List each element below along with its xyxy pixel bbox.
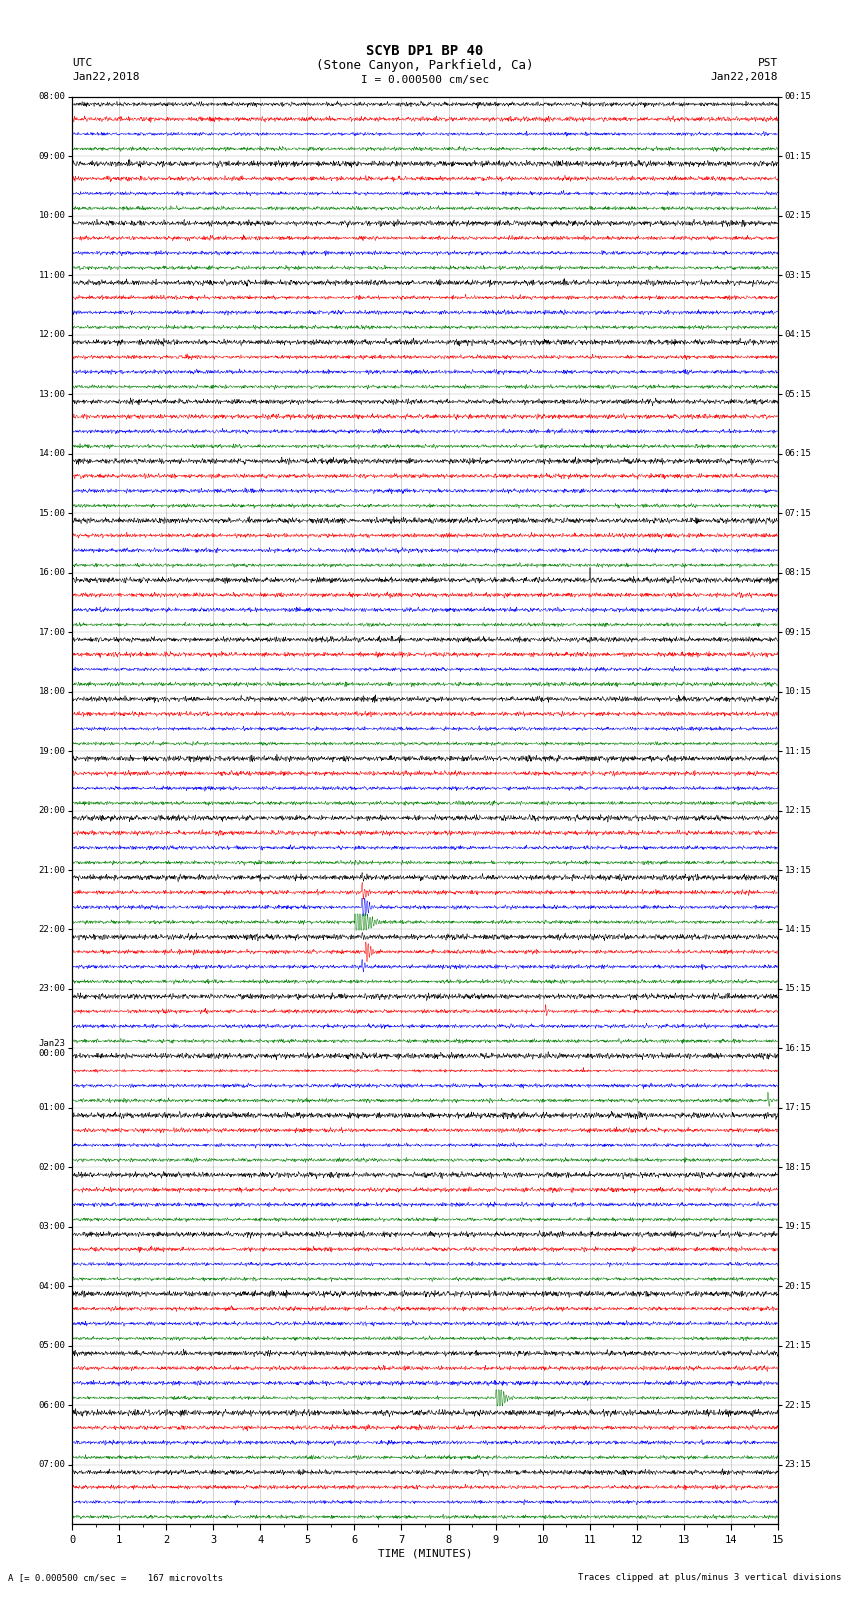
Text: I = 0.000500 cm/sec: I = 0.000500 cm/sec [361,74,489,85]
Text: Jan22,2018: Jan22,2018 [72,73,139,82]
X-axis label: TIME (MINUTES): TIME (MINUTES) [377,1548,473,1558]
Text: A [= 0.000500 cm/sec =    167 microvolts: A [= 0.000500 cm/sec = 167 microvolts [8,1573,224,1582]
Text: Traces clipped at plus/minus 3 vertical divisions: Traces clipped at plus/minus 3 vertical … [578,1573,842,1582]
Text: UTC: UTC [72,58,93,68]
Text: (Stone Canyon, Parkfield, Ca): (Stone Canyon, Parkfield, Ca) [316,58,534,73]
Text: SCYB DP1 BP 40: SCYB DP1 BP 40 [366,44,484,58]
Text: Jan22,2018: Jan22,2018 [711,73,778,82]
Text: PST: PST [757,58,778,68]
